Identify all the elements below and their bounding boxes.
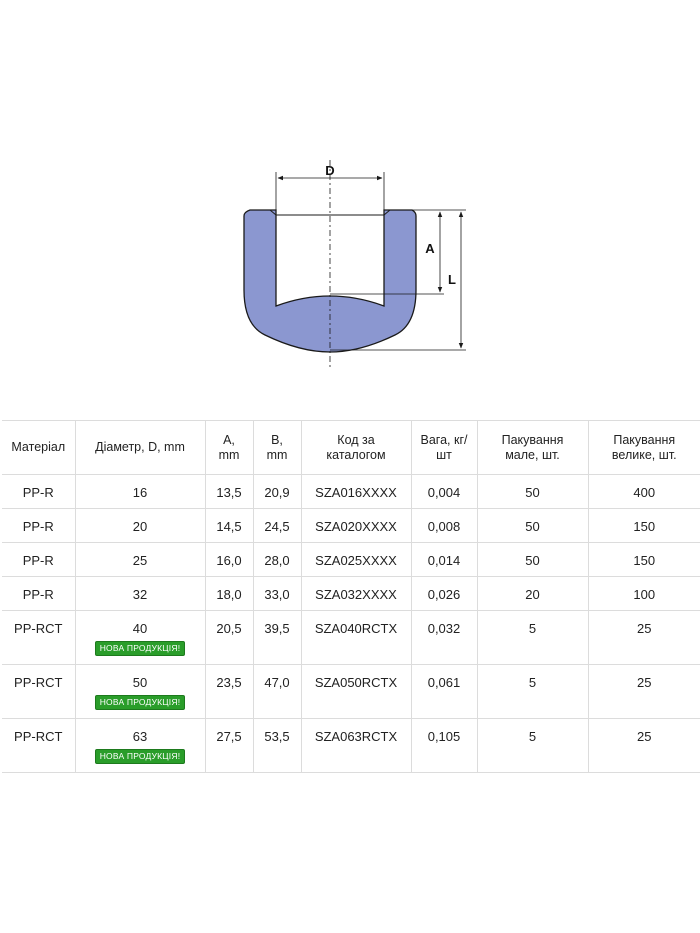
header-material: Матеріал bbox=[2, 420, 76, 475]
cell-diameter: 50 НОВА ПРОДУКЦІЯ! bbox=[75, 664, 206, 719]
cell-weight: 0,008 bbox=[411, 508, 478, 543]
table-row: PP-R 16 13,5 20,9 SZA016XXXX 0,004 50 400 bbox=[2, 474, 700, 509]
cell-weight: 0,014 bbox=[411, 542, 478, 577]
cell-pack-large: 150 bbox=[588, 508, 700, 543]
table-row: PP-RCT 63 НОВА ПРОДУКЦІЯ! 27,5 53,5 SZA063RCT… bbox=[2, 718, 700, 773]
cell-pack-small: 5 bbox=[477, 664, 589, 719]
cell-material: PP-RCT bbox=[2, 610, 76, 665]
new-product-badge: НОВА ПРОДУКЦІЯ! bbox=[94, 695, 186, 710]
cell-code: SZA040RCTX bbox=[301, 610, 412, 665]
label-l: L bbox=[448, 272, 456, 287]
cell-b: 28,0 bbox=[253, 542, 302, 577]
header-b: B, mm bbox=[253, 420, 302, 475]
cell-material: PP-R bbox=[2, 542, 76, 577]
cell-pack-large: 25 bbox=[588, 610, 700, 665]
cell-diameter: 25 bbox=[75, 542, 206, 577]
cell-b: 53,5 bbox=[253, 718, 302, 773]
header-weight: Вага, кг/шт bbox=[411, 420, 478, 475]
cell-a: 14,5 bbox=[205, 508, 254, 543]
cell-a: 20,5 bbox=[205, 610, 254, 665]
header-code: Код за каталогом bbox=[301, 420, 412, 475]
cell-pack-small: 20 bbox=[477, 576, 589, 611]
table-row: PP-R 20 14,5 24,5 SZA020XXXX 0,008 50 150 bbox=[2, 508, 700, 543]
cell-a: 23,5 bbox=[205, 664, 254, 719]
cell-weight: 0,026 bbox=[411, 576, 478, 611]
table-row: PP-R 32 18,0 33,0 SZA032XXXX 0,026 20 100 bbox=[2, 576, 700, 611]
cell-b: 47,0 bbox=[253, 664, 302, 719]
new-product-badge: НОВА ПРОДУКЦІЯ! bbox=[94, 749, 186, 764]
cell-pack-large: 25 bbox=[588, 718, 700, 773]
header-pack-small: Пакування мале, шт. bbox=[477, 420, 589, 475]
cell-a: 16,0 bbox=[205, 542, 254, 577]
cell-a: 18,0 bbox=[205, 576, 254, 611]
cell-b: 33,0 bbox=[253, 576, 302, 611]
cell-code: SZA016XXXX bbox=[301, 474, 412, 509]
cell-b: 39,5 bbox=[253, 610, 302, 665]
cell-b: 20,9 bbox=[253, 474, 302, 509]
cell-code: SZA063RCTX bbox=[301, 718, 412, 773]
cell-weight: 0,105 bbox=[411, 718, 478, 773]
cell-material: PP-RCT bbox=[2, 664, 76, 719]
cell-pack-small: 50 bbox=[477, 542, 589, 577]
cell-pack-large: 150 bbox=[588, 542, 700, 577]
header-pack-large: Пакування велике, шт. bbox=[588, 420, 700, 475]
cell-a: 13,5 bbox=[205, 474, 254, 509]
cell-a: 27,5 bbox=[205, 718, 254, 773]
cell-material: PP-RCT bbox=[2, 718, 76, 773]
cell-diameter: 40 НОВА ПРОДУКЦІЯ! bbox=[75, 610, 206, 665]
cell-material: PP-R bbox=[2, 508, 76, 543]
cell-pack-small: 5 bbox=[477, 610, 589, 665]
cell-material: PP-R bbox=[2, 474, 76, 509]
end-cap-diagram: D A L bbox=[243, 160, 466, 368]
cell-pack-small: 50 bbox=[477, 508, 589, 543]
cell-diameter: 32 bbox=[75, 576, 206, 611]
cell-pack-small: 5 bbox=[477, 718, 589, 773]
label-a: A bbox=[425, 241, 435, 256]
cell-diameter: 16 bbox=[75, 474, 206, 509]
cell-pack-large: 25 bbox=[588, 664, 700, 719]
cell-weight: 0,061 bbox=[411, 664, 478, 719]
cell-code: SZA020XXXX bbox=[301, 508, 412, 543]
cell-weight: 0,004 bbox=[411, 474, 478, 509]
cell-pack-small: 50 bbox=[477, 474, 589, 509]
table-row: PP-RCT 40 НОВА ПРОДУКЦІЯ! 20,5 39,5 SZA040RCT… bbox=[2, 610, 700, 665]
cell-diameter: 63 НОВА ПРОДУКЦІЯ! bbox=[75, 718, 206, 773]
table-row: PP-R 25 16,0 28,0 SZA025XXXX 0,014 50 150 bbox=[2, 542, 700, 577]
cell-b: 24,5 bbox=[253, 508, 302, 543]
cell-code: SZA050RCTX bbox=[301, 664, 412, 719]
table-header-row: Матеріал Діаметр, D, mm A, mm B, mm Код за… bbox=[2, 420, 700, 475]
cell-code: SZA025XXXX bbox=[301, 542, 412, 577]
spec-table: Матеріал Діаметр, D, mm A, mm B, mm Код за… bbox=[2, 420, 700, 773]
cell-weight: 0,032 bbox=[411, 610, 478, 665]
cell-code: SZA032XXXX bbox=[301, 576, 412, 611]
cell-pack-large: 100 bbox=[588, 576, 700, 611]
cell-pack-large: 400 bbox=[588, 474, 700, 509]
cell-material: PP-R bbox=[2, 576, 76, 611]
header-diameter: Діаметр, D, mm bbox=[75, 420, 206, 475]
cell-diameter: 20 bbox=[75, 508, 206, 543]
header-a: A, mm bbox=[205, 420, 254, 475]
new-product-badge: НОВА ПРОДУКЦІЯ! bbox=[94, 641, 186, 656]
cap-body bbox=[243, 209, 417, 353]
table-row: PP-RCT 50 НОВА ПРОДУКЦІЯ! 23,5 47,0 SZA050RCT… bbox=[2, 664, 700, 719]
